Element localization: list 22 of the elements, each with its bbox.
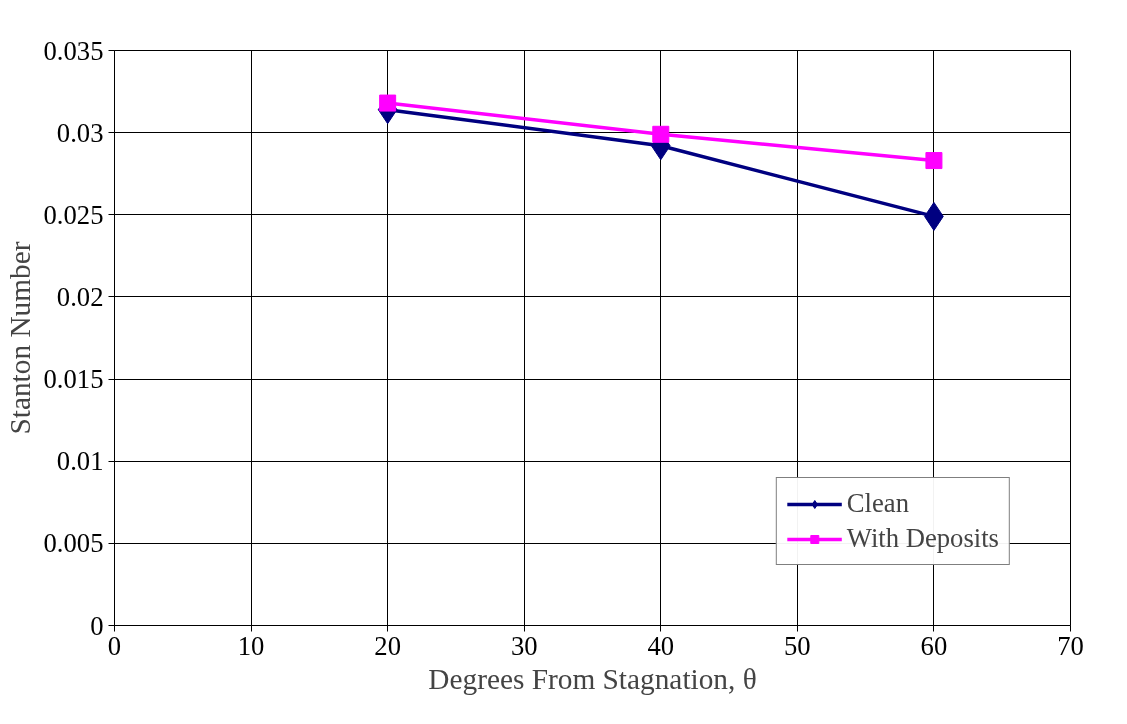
- x-axis-title: Degrees From Stagnation, θ: [428, 662, 757, 695]
- y-tick-label: 0.03: [56, 117, 104, 148]
- x-tick-label: 50: [784, 630, 811, 661]
- x-tick-label: 20: [374, 630, 401, 661]
- legend-label: With Deposits: [846, 523, 999, 554]
- y-tick-label: 0.035: [43, 35, 104, 66]
- point: [925, 152, 943, 170]
- x-tick-label: 70: [1057, 630, 1084, 661]
- y-tick-label: 0.005: [43, 528, 104, 559]
- y-tick-label: 0.015: [43, 364, 104, 395]
- point: [652, 125, 670, 143]
- y-tick-label: 0.01: [56, 446, 104, 477]
- y-tick-label: 0: [90, 610, 104, 641]
- x-tick-label: 30: [510, 630, 538, 661]
- x-tick-label: 40: [647, 630, 675, 661]
- y-tick-label: 0.02: [56, 281, 104, 312]
- x-tick-label: 10: [237, 630, 265, 661]
- y-tick-label: 0.025: [43, 199, 104, 230]
- y-axis-title: Stanton Number: [3, 241, 36, 435]
- point: [379, 94, 397, 112]
- x-tick-label: 60: [920, 630, 948, 661]
- legend-label: Clean: [846, 488, 909, 519]
